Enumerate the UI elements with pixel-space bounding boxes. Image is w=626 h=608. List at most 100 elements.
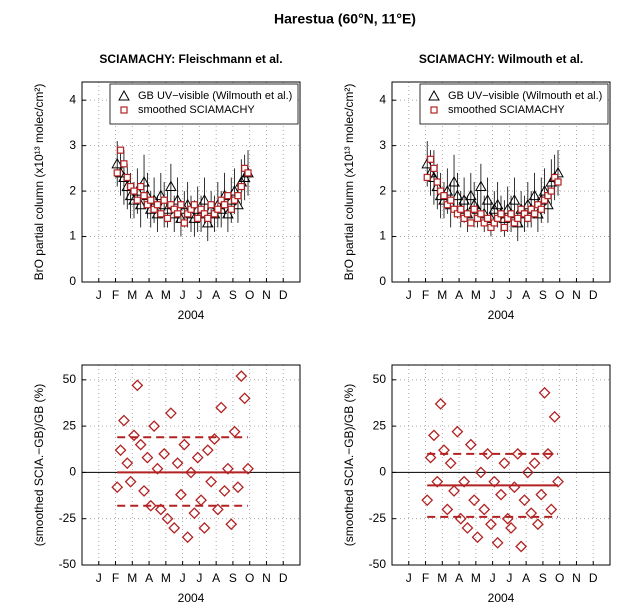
diamond-marker (518, 494, 531, 507)
square-marker (470, 205, 478, 213)
diamond-marker (438, 444, 450, 457)
x-tick-label: N (262, 288, 271, 302)
square-marker (137, 182, 145, 191)
square-marker (224, 192, 232, 200)
x-tick-label: M (127, 288, 137, 302)
y-tick-label: 3 (379, 138, 386, 152)
square-marker (214, 205, 222, 213)
diamond-marker (118, 414, 130, 427)
diamond-marker (175, 488, 187, 501)
diamond-marker (144, 499, 157, 512)
square-marker (180, 219, 188, 227)
square-marker (500, 223, 508, 232)
y-tick-label: -50 (369, 557, 387, 571)
diamond-marker (221, 462, 234, 475)
x-tick-label: A (145, 288, 153, 302)
legend-label: smoothed SCIAMACHY (138, 104, 255, 116)
x-tick-label: A (212, 288, 220, 302)
y-tick-label: 3 (69, 138, 76, 152)
x-axis-label: 2004 (178, 308, 205, 322)
triangle-marker (451, 189, 464, 201)
square-marker (547, 187, 555, 195)
diamond-marker (474, 466, 487, 479)
square-marker (457, 205, 465, 213)
x-tick-label: D (589, 571, 598, 585)
diamond-marker (424, 451, 437, 464)
diamond-marker (191, 451, 204, 464)
diamond-marker (538, 386, 551, 399)
y-axis-label: BrO partial column (x10¹³ molec/cm²) (32, 84, 46, 281)
x-tick-label: A (522, 288, 530, 302)
x-axis-label: 2004 (488, 308, 515, 322)
diamond-marker (508, 481, 521, 494)
square-marker (157, 210, 165, 218)
figure-title: Harestua (60°N, 11°E) (274, 11, 416, 27)
square-marker (204, 214, 212, 222)
diamond-marker (211, 503, 224, 516)
square-marker (463, 210, 472, 218)
diamond-marker (552, 475, 564, 488)
square-marker (133, 196, 141, 204)
x-tick-label: O (245, 288, 254, 302)
diamond-marker (178, 438, 191, 451)
diamond-marker (238, 392, 251, 405)
diamond-marker (471, 531, 484, 544)
triangle-marker (464, 189, 477, 201)
y-tick-label: 1 (379, 229, 386, 243)
triangle-marker (491, 198, 504, 210)
x-tick-label: F (422, 571, 429, 585)
diamond-marker (181, 531, 194, 544)
square-marker (147, 196, 155, 204)
x-tick-label: A (145, 571, 153, 585)
x-tick-label: M (437, 571, 447, 585)
x-tick-label: F (112, 288, 119, 302)
diamond-marker (141, 451, 154, 464)
x-tick-label: M (161, 288, 171, 302)
x-tick-label: S (539, 288, 547, 302)
plot-area (82, 365, 300, 565)
diamond-marker (421, 494, 434, 507)
square-marker (524, 214, 532, 222)
x-tick-label: M (471, 571, 481, 585)
y-axis-label: (smoothed SCIA.−GB)/GB (%) (32, 384, 46, 546)
diamond-marker (528, 457, 541, 470)
diamond-marker (138, 485, 150, 497)
square-marker (160, 196, 168, 204)
diamond-marker (485, 518, 497, 531)
triangle-marker (161, 203, 174, 214)
legend-box (419, 83, 609, 125)
triangle-marker (475, 180, 487, 192)
y-tick-label: 50 (373, 372, 387, 386)
x-tick-label: J (180, 571, 186, 585)
x-tick-label: J (490, 571, 496, 585)
diamond-marker (511, 447, 524, 460)
diamond-marker (521, 466, 534, 479)
x-tick-label: O (555, 571, 564, 585)
legend-label: smoothed SCIAMACHY (448, 104, 565, 116)
x-tick-label: F (422, 288, 429, 302)
triangle-marker (481, 194, 494, 205)
x-tick-label: J (96, 288, 102, 302)
x-tick-label: D (589, 288, 598, 302)
x-tick-label: S (229, 288, 237, 302)
square-marker (163, 214, 172, 222)
diamond-marker (171, 457, 184, 470)
panel-title: SCIAMACHY: Fleischmann et al. (99, 52, 282, 66)
axes-frame (391, 364, 611, 566)
y-tick-label: 2 (379, 183, 386, 197)
legend-label: GB UV−visible (Wilmouth et al.) (138, 90, 292, 102)
triangle-marker (165, 180, 177, 192)
square-marker (514, 214, 522, 222)
diamond-marker (242, 462, 254, 475)
diamond-marker (195, 494, 207, 507)
diamond-marker (128, 429, 140, 442)
x-tick-label: J (96, 571, 102, 585)
diamond-marker (185, 466, 197, 479)
diamond-marker (454, 512, 467, 525)
diamond-marker (448, 485, 460, 497)
panel-title: SCIAMACHY: Wilmouth et al. (419, 52, 583, 66)
diamond-marker (468, 494, 481, 507)
x-tick-label: J (196, 288, 202, 302)
y-tick-label: -25 (59, 511, 77, 525)
